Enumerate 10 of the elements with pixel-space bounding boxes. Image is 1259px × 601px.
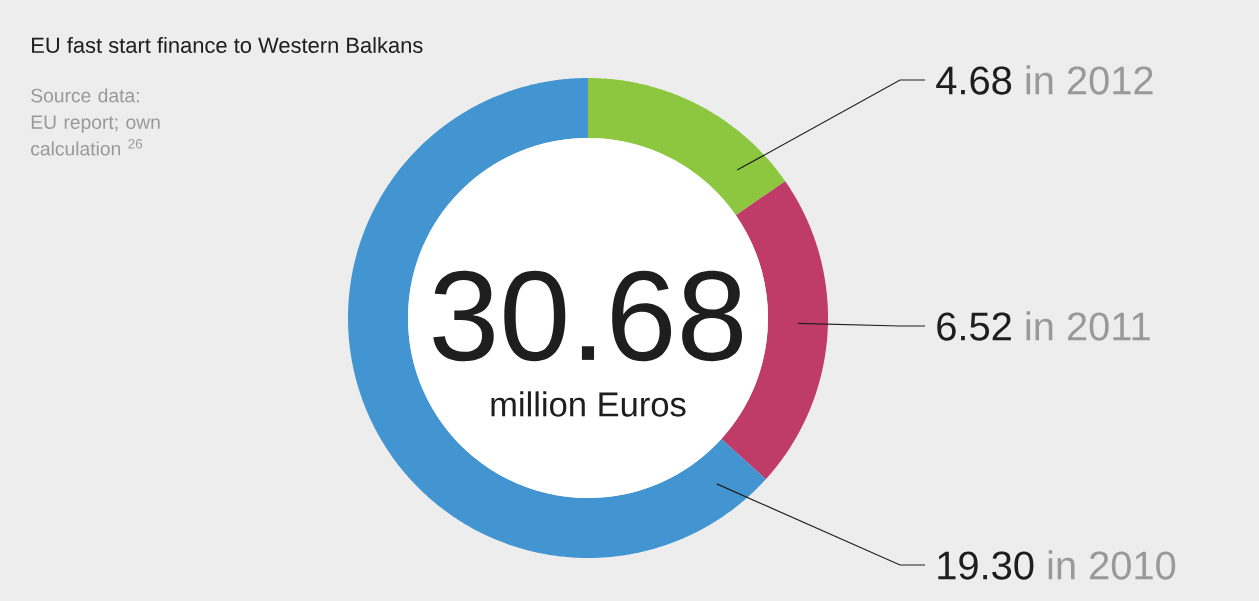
data-label: 4.68 bbox=[936, 66, 1012, 95]
data-label: 6.52 bbox=[937, 312, 1011, 341]
text: 30.68 bbox=[433, 270, 742, 362]
slice-label: in 2011 bbox=[1026, 311, 1150, 341]
source-note: Source data: EU report; own calculation $^{26}$ bbox=[31, 88, 160, 156]
data-label: 19.30 bbox=[938, 551, 1034, 580]
text: million Euros bbox=[491, 391, 686, 417]
chart-title: EU fast start finance to Western Balkans bbox=[32, 36, 423, 54]
slice-label: in 2012 bbox=[1026, 65, 1153, 95]
slice-label: in 2010 bbox=[1048, 550, 1176, 580]
